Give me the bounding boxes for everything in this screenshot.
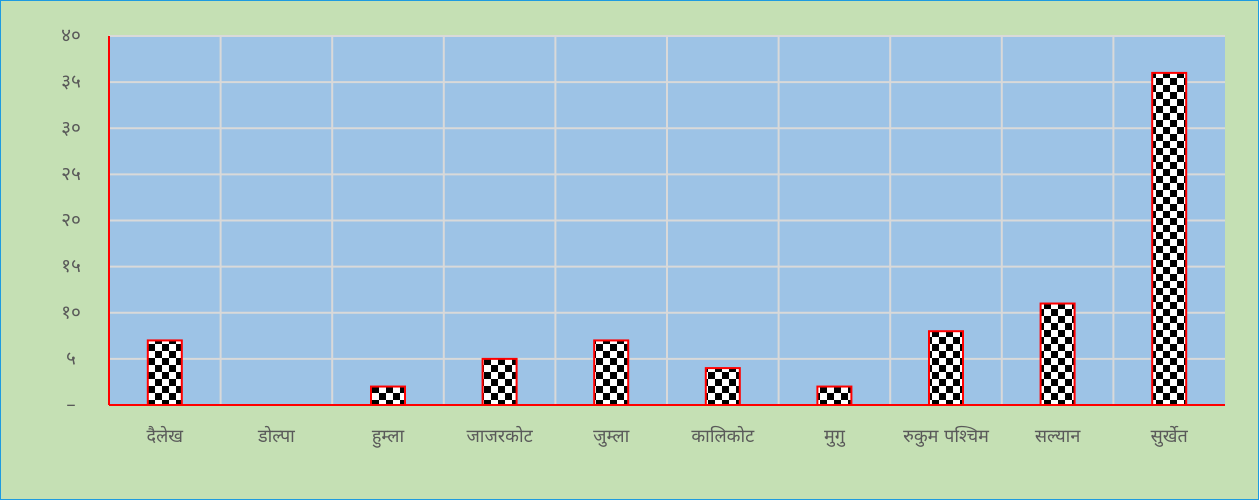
x-tick-label: सल्यान — [1034, 426, 1081, 447]
bar — [704, 367, 741, 407]
y-tick-label: ५ — [66, 347, 76, 369]
y-tick-label: १० — [61, 301, 81, 323]
bar — [146, 339, 183, 406]
bar — [593, 339, 630, 406]
x-tick-label: कालिकोट — [691, 426, 755, 447]
y-tick-label: २५ — [61, 163, 81, 185]
bar — [928, 330, 964, 407]
x-tick-label: डोल्पा — [257, 426, 295, 447]
bar — [816, 385, 853, 406]
bar — [481, 357, 518, 406]
x-tick-label: जाजरकोट — [466, 426, 533, 447]
bar — [370, 385, 406, 406]
y-tick-label: ३५ — [61, 71, 81, 93]
y-tick-label: – — [66, 394, 76, 416]
y-tick-label: २० — [61, 209, 81, 231]
x-tick-label: जुम्ला — [593, 426, 630, 447]
x-tick-label: रुकुम पश्चिम — [903, 426, 989, 447]
bar — [1039, 302, 1076, 406]
y-tick-label: ३० — [61, 117, 81, 139]
x-tick-label: मुगु — [823, 426, 845, 447]
x-tick-label: सुर्खेत — [1150, 426, 1188, 447]
x-tick-label: हुम्ला — [371, 426, 405, 447]
y-tick-label: ४० — [61, 25, 81, 47]
bar — [1151, 71, 1188, 407]
y-tick-label: १५ — [61, 255, 81, 277]
x-tick-label: दैलेख — [146, 426, 184, 447]
